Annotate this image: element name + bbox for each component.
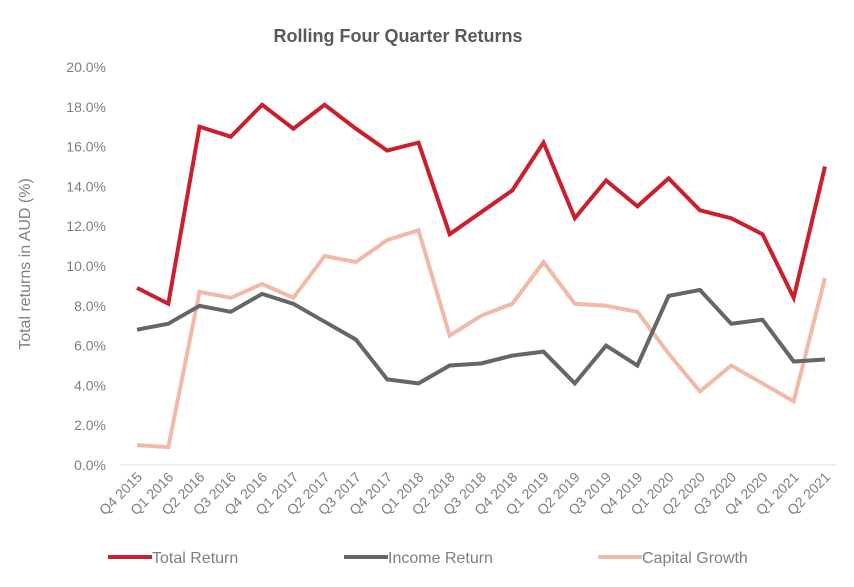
y-tick-label: 8.0% (74, 298, 106, 314)
series-line-income-return (136, 287, 826, 387)
y-tick-label: 2.0% (74, 417, 106, 433)
series-line-capital-growth (136, 227, 827, 450)
y-tick-label: 10.0% (66, 258, 106, 274)
y-tick-label: 6.0% (74, 338, 106, 354)
legend: Total Return Income Return Capital Growth (108, 550, 748, 567)
legend-label: Total Return (152, 550, 238, 567)
y-tick-label: 0.0% (74, 457, 106, 473)
plot-area: 0.0% 2.0% 4.0% 6.0% 8.0% 10.0% 12.0% 14.0% 16.0%… (66, 59, 836, 518)
legend-label: Income Return (388, 550, 493, 567)
y-axis-label: Total returns in AUD (%) (17, 178, 34, 350)
y-tick-label: 20.0% (66, 59, 106, 75)
y-tick-label: 18.0% (66, 99, 106, 115)
y-tick-label: 14.0% (66, 178, 106, 194)
series-line-total-return (136, 102, 827, 307)
legend-label: Capital Growth (642, 550, 748, 567)
y-tick-label: 12.0% (66, 218, 106, 234)
y-tick-label: 16.0% (66, 139, 106, 155)
y-tick-label: 4.0% (74, 377, 106, 393)
chart-title: Rolling Four Quarter Returns (273, 26, 522, 46)
